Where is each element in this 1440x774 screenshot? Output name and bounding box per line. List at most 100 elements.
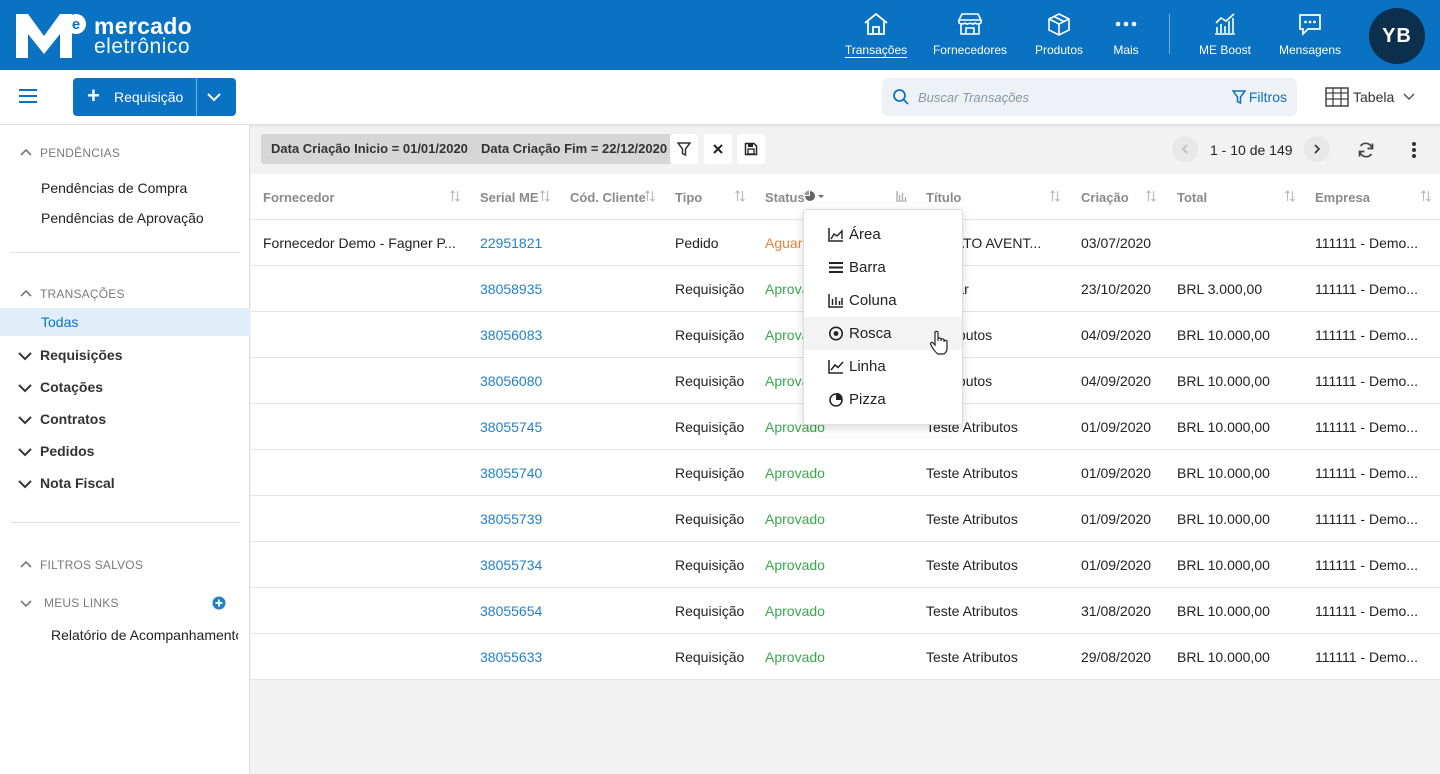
col-criacao[interactable]: Criação [1081, 190, 1129, 205]
section-meus-links[interactable]: MEUS LINKS [20, 596, 119, 610]
cell-criacao: 31/08/2020 [1081, 603, 1152, 619]
cell-status: Aprovado [765, 511, 825, 527]
col-tipo[interactable]: Tipo [675, 190, 703, 205]
cell-criacao: 03/07/2020 [1081, 235, 1152, 251]
section-pendencias[interactable]: PENDÊNCIAS [20, 146, 120, 160]
sort-icon[interactable] [1049, 190, 1061, 202]
cell-serial[interactable]: 38055654 [480, 603, 543, 619]
chart-type-toggle-icon[interactable] [804, 190, 824, 202]
nav-me-boost[interactable]: ME Boost [1192, 0, 1258, 70]
menu-item-coluna[interactable]: Coluna [804, 284, 962, 317]
user-avatar[interactable]: YB [1369, 8, 1425, 64]
chevron-down-icon [18, 448, 32, 457]
sidebar-item-todas[interactable]: Todas [0, 308, 250, 336]
close-icon [713, 144, 723, 154]
sort-icon[interactable] [1284, 190, 1296, 202]
message-icon [1299, 14, 1321, 37]
table-row[interactable]: 38055734 Requisição Aprovado Teste Atributo… [251, 542, 1440, 588]
sort-icon[interactable] [449, 190, 461, 202]
chevron-down-icon[interactable] [206, 89, 222, 105]
cell-total: BRL 10.000,00 [1177, 649, 1270, 665]
sidebar-item-cotacoes[interactable]: Cotações [18, 379, 103, 395]
view-selector[interactable]: Tabela [1325, 87, 1416, 109]
col-cod-cliente[interactable]: Cód. Cliente [570, 190, 646, 205]
new-requisition-button[interactable]: + Requisição [73, 78, 236, 116]
cell-serial[interactable]: 38055734 [480, 557, 543, 573]
cell-tipo: Requisição [675, 419, 745, 435]
menu-item-barra[interactable]: Barra [804, 251, 962, 284]
cell-tipo: Requisição [675, 557, 745, 573]
table-row[interactable]: 38055633 Requisição Aprovado Teste Atributo… [251, 634, 1440, 680]
clear-filters-button[interactable] [704, 134, 732, 164]
chart-type-menu: Área Barra Coluna Rosca Linha Pizza [803, 209, 963, 425]
cell-criacao: 23/10/2020 [1081, 281, 1152, 297]
table-row[interactable]: 38055740 Requisição Aprovado Teste Atributo… [251, 450, 1440, 496]
sidebar-item-requisicoes[interactable]: Requisições [18, 347, 122, 363]
sort-icon[interactable] [1145, 190, 1157, 202]
menu-item-linha[interactable]: Linha [804, 350, 962, 383]
table-icon [1325, 87, 1349, 107]
filter-icon [1231, 90, 1247, 105]
cell-serial[interactable]: 38055740 [480, 465, 543, 481]
nav-mais[interactable]: Mais [1106, 0, 1146, 70]
donut-chart-icon [829, 326, 843, 341]
col-empresa[interactable]: Empresa [1315, 190, 1370, 205]
sidebar-item-relatorio[interactable]: Relatório de Acompanhamento [51, 627, 238, 643]
sidebar-item-nota-fiscal[interactable]: Nota Fiscal [18, 475, 115, 491]
col-total[interactable]: Total [1177, 190, 1208, 205]
nav-produtos[interactable]: Produtos [1030, 0, 1088, 70]
cell-serial[interactable]: 38056083 [480, 327, 543, 343]
next-page-button[interactable] [1304, 136, 1330, 162]
menu-toggle-icon[interactable] [19, 89, 37, 105]
filter-chip-inicio[interactable]: Data Criação Inicio = 01/01/2020 [261, 134, 478, 164]
sidebar-item-pendencias-compra[interactable]: Pendências de Compra [41, 180, 188, 196]
column-chart-icon [828, 294, 843, 308]
section-transacoes[interactable]: TRANSAÇÕES [20, 287, 125, 301]
nav-fornecedores[interactable]: Fornecedores [930, 0, 1010, 70]
sort-icon[interactable] [734, 190, 746, 202]
save-icon [744, 142, 758, 156]
filter-button[interactable] [670, 134, 698, 164]
nav-transacoes[interactable]: Transações [840, 0, 912, 70]
refresh-icon[interactable] [1357, 141, 1375, 159]
nav-mensagens[interactable]: Mensagens [1276, 0, 1344, 70]
col-titulo[interactable]: Título [926, 190, 962, 205]
cell-serial[interactable]: 38055745 [480, 419, 543, 435]
cell-criacao: 04/09/2020 [1081, 373, 1152, 389]
sort-icon[interactable] [644, 190, 656, 202]
cell-serial[interactable]: 38055739 [480, 511, 543, 527]
more-vertical-icon[interactable] [1411, 141, 1417, 159]
brand-logo[interactable]: e mercado eletrônico [14, 10, 214, 62]
cell-status: Aprovado [765, 557, 825, 573]
prev-page-button[interactable] [1172, 136, 1198, 162]
sidebar-item-pedidos[interactable]: Pedidos [18, 443, 94, 459]
chevron-up-icon [20, 560, 32, 568]
cell-tipo: Requisição [675, 649, 745, 665]
menu-item-pizza[interactable]: Pizza [804, 383, 962, 416]
search-input[interactable]: Buscar Transações Filtros [882, 78, 1297, 116]
cell-serial[interactable]: 38058935 [480, 281, 543, 297]
brand-sub: eletrônico [94, 35, 191, 58]
col-serial[interactable]: Serial ME [480, 190, 539, 205]
section-filtros-salvos[interactable]: FILTROS SALVOS [20, 558, 143, 572]
sidebar-item-contratos[interactable]: Contratos [18, 411, 106, 427]
save-filter-button[interactable] [737, 134, 765, 164]
add-link-icon[interactable] [212, 596, 226, 610]
table-row[interactable]: 38055654 Requisição Aprovado Teste Atributo… [251, 588, 1440, 634]
cell-tipo: Pedido [675, 235, 719, 251]
sidebar-item-pendencias-aprovacao[interactable]: Pendências de Aprovação [41, 210, 204, 226]
sort-icon[interactable] [1420, 190, 1432, 202]
column-chart-icon[interactable] [896, 190, 908, 202]
col-fornecedor[interactable]: Fornecedor [263, 190, 335, 205]
table-row[interactable]: 38055745 Requisição Aprovado Teste Atributo… [251, 404, 1440, 450]
sort-icon[interactable] [539, 190, 551, 202]
menu-item-area[interactable]: Área [804, 218, 962, 251]
filters-button[interactable]: Filtros [1231, 89, 1287, 105]
cell-serial[interactable]: 38056080 [480, 373, 543, 389]
cell-titulo: Teste Atributos [926, 603, 1018, 619]
col-status[interactable]: Status [765, 190, 805, 205]
cell-serial[interactable]: 38055633 [480, 649, 543, 665]
filter-chip-fim[interactable]: Data Criação Fim = 22/12/2020 [471, 134, 678, 164]
table-row[interactable]: 38055739 Requisição Aprovado Teste Atributo… [251, 496, 1440, 542]
cell-serial[interactable]: 22951821 [480, 235, 543, 251]
